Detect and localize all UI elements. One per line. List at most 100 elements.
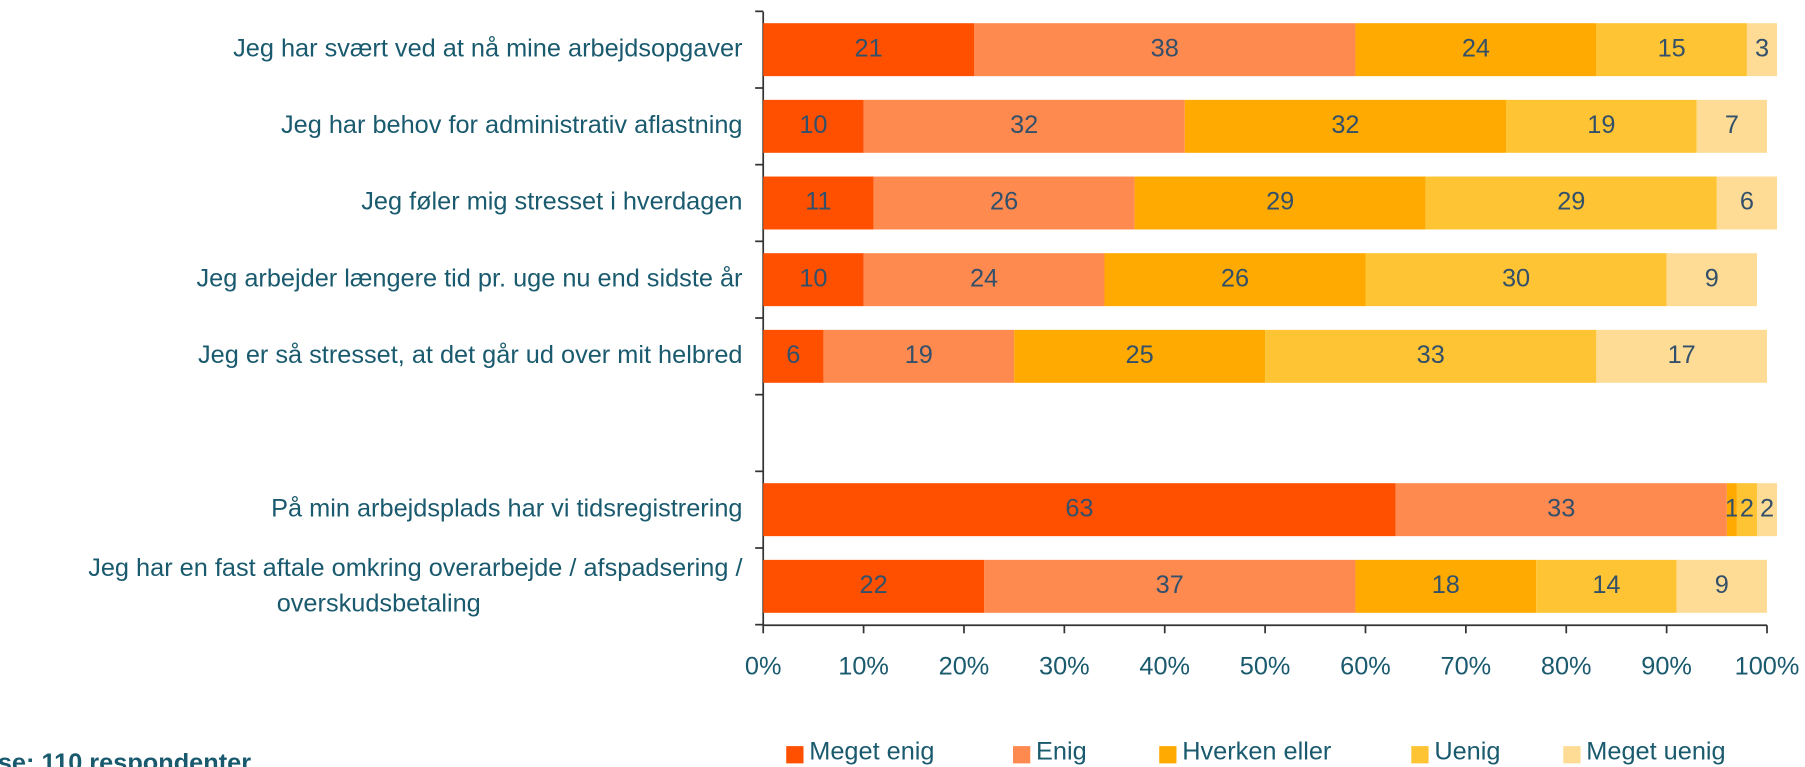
bar-segment bbox=[763, 176, 874, 230]
legend-label: Hverken eller bbox=[1182, 738, 1332, 766]
bar-segment bbox=[1666, 253, 1757, 307]
bar-segment bbox=[1355, 559, 1537, 613]
category-label: Jeg har behov for administrativ aflastni… bbox=[281, 111, 743, 139]
category-label: Jeg har svært ved at nå mine arbejdsopga… bbox=[233, 34, 743, 62]
value-label: 6 bbox=[1740, 188, 1754, 216]
value-label: 19 bbox=[905, 341, 933, 369]
bar-segment bbox=[974, 23, 1356, 77]
value-label: 32 bbox=[1010, 111, 1038, 139]
value-label: 10 bbox=[799, 264, 827, 292]
legend-swatch bbox=[1563, 746, 1581, 764]
value-label: 37 bbox=[1156, 571, 1184, 599]
legend-label: Enig bbox=[1036, 738, 1087, 766]
value-label: 1 bbox=[1725, 494, 1739, 522]
bar-segment bbox=[1365, 253, 1667, 307]
x-tick-label: 10% bbox=[838, 653, 889, 681]
category-label-line: overskudsbetaling bbox=[277, 589, 481, 617]
value-label: 33 bbox=[1547, 494, 1575, 522]
x-tick-label: 20% bbox=[939, 653, 990, 681]
value-label: 2 bbox=[1740, 494, 1754, 522]
value-label: 11 bbox=[805, 188, 831, 216]
x-tick-label: 60% bbox=[1340, 653, 1391, 681]
value-label: 14 bbox=[1592, 571, 1620, 599]
legend-label: Uenig bbox=[1434, 738, 1500, 766]
legend-swatch bbox=[1013, 746, 1031, 764]
bar-segment bbox=[823, 329, 1015, 383]
x-tick-label: 90% bbox=[1641, 653, 1692, 681]
x-tick-label: 40% bbox=[1139, 653, 1190, 681]
bar-segment bbox=[1716, 176, 1778, 230]
bar-segment bbox=[1696, 99, 1768, 153]
x-tick-label: 100% bbox=[1735, 653, 1800, 681]
bar-segment bbox=[763, 559, 985, 613]
value-label: 32 bbox=[1331, 111, 1359, 139]
bar-segment bbox=[763, 329, 824, 383]
value-label: 24 bbox=[970, 264, 998, 292]
value-label: 24 bbox=[1462, 34, 1490, 62]
category-label-line: Jeg har en fast aftale omkring overarbej… bbox=[88, 554, 743, 582]
bar-segment bbox=[1596, 23, 1747, 77]
value-label: 2 bbox=[1760, 494, 1774, 522]
value-label: 17 bbox=[1668, 341, 1696, 369]
bar-segment bbox=[763, 23, 975, 77]
bar-segment bbox=[1395, 483, 1727, 537]
bar-segment bbox=[1726, 483, 1737, 537]
value-label: 7 bbox=[1725, 111, 1739, 139]
value-label: 6 bbox=[786, 341, 800, 369]
x-tick-label: 30% bbox=[1039, 653, 1090, 681]
value-label: 18 bbox=[1432, 571, 1460, 599]
value-label: 26 bbox=[1221, 264, 1249, 292]
bar-segment bbox=[984, 559, 1356, 613]
value-label: 25 bbox=[1126, 341, 1154, 369]
bar-segment bbox=[1104, 253, 1366, 307]
footnote: Base: 110 respondenter bbox=[0, 749, 251, 767]
value-label: 21 bbox=[855, 34, 883, 62]
x-tick-label: 80% bbox=[1541, 653, 1592, 681]
bar-segment bbox=[763, 99, 864, 153]
legend-label: Meget enig bbox=[809, 738, 934, 766]
bar-segment bbox=[863, 253, 1105, 307]
bar-segment bbox=[1265, 329, 1597, 383]
value-label: 15 bbox=[1658, 34, 1686, 62]
bar-segment bbox=[1425, 176, 1717, 230]
bar-segment bbox=[1014, 329, 1266, 383]
value-label: 30 bbox=[1502, 264, 1530, 292]
bar-segment bbox=[863, 99, 1185, 153]
bar-segment bbox=[873, 176, 1135, 230]
value-label: 29 bbox=[1266, 188, 1294, 216]
legend-swatch bbox=[1159, 746, 1177, 764]
bar-segment bbox=[1596, 329, 1768, 383]
bar-segment bbox=[763, 253, 864, 307]
x-tick-label: 50% bbox=[1240, 653, 1291, 681]
category-label: Jeg er så stresset, at det går ud over m… bbox=[198, 341, 743, 369]
value-label: 10 bbox=[799, 111, 827, 139]
value-label: 19 bbox=[1587, 111, 1615, 139]
bar-segment bbox=[1134, 176, 1426, 230]
bar-segment bbox=[1756, 483, 1778, 537]
value-label: 22 bbox=[860, 571, 888, 599]
bar-segment bbox=[1184, 99, 1507, 153]
legend-swatch bbox=[1411, 746, 1429, 764]
x-tick-label: 0% bbox=[745, 653, 782, 681]
category-label: Jeg føler mig stresset i hverdagen bbox=[361, 188, 742, 216]
bar-segment bbox=[1736, 483, 1757, 537]
x-tick-label: 70% bbox=[1441, 653, 1492, 681]
bar-segment bbox=[1676, 559, 1768, 613]
value-label: 63 bbox=[1065, 494, 1093, 522]
value-label: 9 bbox=[1715, 571, 1729, 599]
bar-segment bbox=[1536, 559, 1677, 613]
bar-segment bbox=[1355, 23, 1597, 77]
value-label: 3 bbox=[1755, 34, 1769, 62]
category-label: Jeg har en fast aftale omkring overarbej… bbox=[88, 554, 743, 618]
value-label: 29 bbox=[1557, 188, 1585, 216]
legend-swatch bbox=[786, 746, 804, 764]
bar-segment bbox=[763, 483, 1396, 537]
category-label: Jeg arbejder længere tid pr. uge nu end … bbox=[197, 264, 744, 292]
bar-segment bbox=[1506, 99, 1697, 153]
legend-label: Meget uenig bbox=[1586, 738, 1725, 766]
value-label: 26 bbox=[990, 188, 1018, 216]
value-label: 9 bbox=[1705, 264, 1719, 292]
value-label: 38 bbox=[1151, 34, 1179, 62]
